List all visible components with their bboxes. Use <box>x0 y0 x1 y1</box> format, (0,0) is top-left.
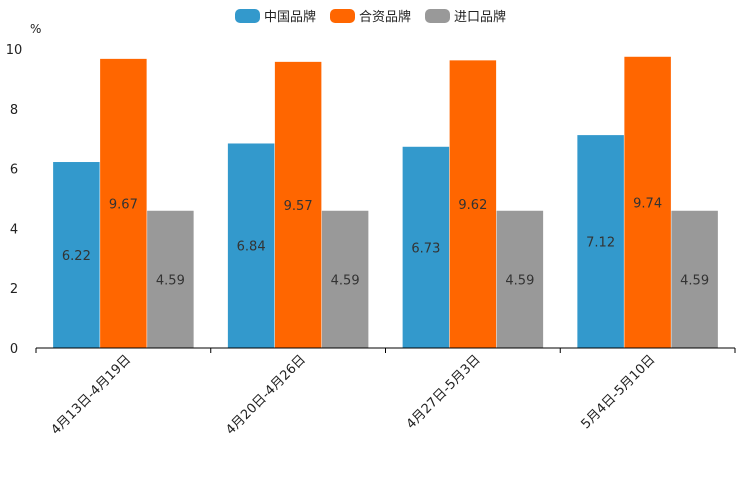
data-label: 4.59 <box>331 273 360 288</box>
bar <box>53 162 100 348</box>
legend: 中国品牌 合资品牌 进口品牌 <box>235 9 506 25</box>
y-tick-label: 6 <box>10 163 18 178</box>
legend-label: 进口品牌 <box>454 9 506 25</box>
bar <box>147 210 194 348</box>
legend-swatch <box>425 9 450 23</box>
data-label: 6.73 <box>411 241 440 256</box>
bar <box>227 143 275 348</box>
legend-label: 合资品牌 <box>359 9 411 25</box>
bar <box>577 135 624 348</box>
data-label: 6.84 <box>237 240 266 255</box>
data-label: 4.59 <box>680 273 709 288</box>
data-labels: 6.22 9.67 4.59 6.84 9.57 4.59 6.73 9.62 4.59 7.12… <box>62 196 709 288</box>
y-tick-label: 4 <box>10 222 18 237</box>
y-axis-unit-label: % <box>30 22 41 36</box>
data-label: 4.59 <box>505 273 534 288</box>
data-label: 9.67 <box>109 197 138 212</box>
bar <box>624 56 671 349</box>
x-axis: 4月13日-4月19日 4月20日-4月26日 4月27日-5月3日 5月4日-5月1… <box>35 348 736 438</box>
legend-label: 中国品牌 <box>264 9 316 25</box>
y-tick-label: 10 <box>6 43 23 58</box>
y-axis: 0 2 4 6 8 10 <box>6 43 23 357</box>
bars <box>53 56 718 349</box>
data-label: 7.12 <box>586 236 615 251</box>
data-label: 9.62 <box>458 198 487 213</box>
bar <box>402 146 450 348</box>
legend-swatch <box>330 9 355 23</box>
bar <box>671 210 718 348</box>
x-tick-label: 4月20日-4月26日 <box>223 352 309 438</box>
data-label: 4.59 <box>156 273 185 288</box>
bar <box>449 60 497 348</box>
x-tick-label: 4月27日-5月3日 <box>404 352 484 432</box>
data-label: 9.74 <box>633 196 662 211</box>
y-tick-label: 8 <box>10 103 18 118</box>
x-tick-label: 5月4日-5月10日 <box>579 352 659 432</box>
bar <box>274 61 322 349</box>
data-label: 6.22 <box>62 249 91 264</box>
y-tick-label: 2 <box>10 282 18 297</box>
x-tick-label: 4月13日-4月19日 <box>48 352 134 438</box>
data-label: 9.57 <box>284 199 313 214</box>
bar <box>496 210 544 348</box>
bar <box>321 210 369 348</box>
y-tick-label: 0 <box>10 342 18 357</box>
legend-swatch <box>235 9 260 23</box>
bar <box>100 58 147 348</box>
